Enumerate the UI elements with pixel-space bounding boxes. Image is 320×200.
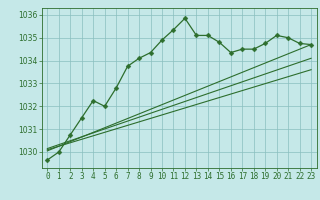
- Text: Graphe pression niveau de la mer (hPa): Graphe pression niveau de la mer (hPa): [41, 181, 279, 192]
